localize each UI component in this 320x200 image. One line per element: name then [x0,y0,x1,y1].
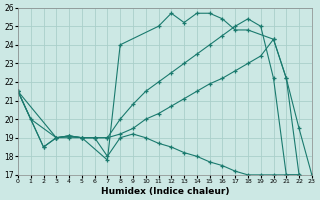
X-axis label: Humidex (Indice chaleur): Humidex (Indice chaleur) [101,187,229,196]
